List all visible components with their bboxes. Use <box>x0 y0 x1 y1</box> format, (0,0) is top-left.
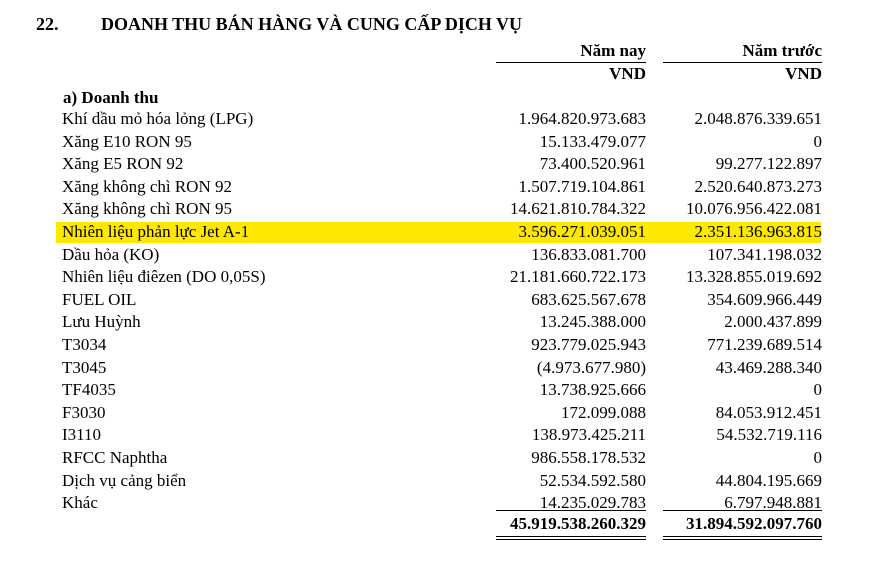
note-heading: 22. DOANH THU BÁN HÀNG VÀ CUNG CẤP DỊCH V… <box>36 14 522 35</box>
row-label: FUEL OIL <box>62 289 137 309</box>
row-label: Khác <box>62 493 98 513</box>
row-value-current-year: 923.779.025.943 <box>531 334 646 354</box>
total-double-rule-prior-2 <box>663 539 822 540</box>
row-label: Lưu Huỳnh <box>62 312 141 332</box>
row-value-current-year: 986.558.178.532 <box>531 447 646 467</box>
row-value-current-year: 13.245.388.000 <box>539 312 646 332</box>
row-value-current-year: 136.833.081.700 <box>531 244 646 264</box>
row-label: Khí dầu mỏ hóa lỏng (LPG) <box>62 109 254 128</box>
table-row: TF4035 13.738.925.666 0 <box>0 379 877 402</box>
total-double-rule-current-1 <box>496 536 646 537</box>
table-row: Xăng E5 RON 92 73.400.520.961 99.277.122.8… <box>0 153 877 176</box>
row-value-current-year: 13.738.925.666 <box>539 380 646 400</box>
table-row: FUEL OIL 683.625.567.678 354.609.966.449 <box>0 289 877 312</box>
total-double-rule-current-2 <box>496 539 646 540</box>
row-label: RFCC Naphtha <box>62 447 168 467</box>
row-value-current-year: 3.596.271.039.051 <box>518 221 647 241</box>
note-title: DOANH THU BÁN HÀNG VÀ CUNG CẤP DỊCH VỤ <box>101 14 523 34</box>
row-value-current-year: 683.625.567.678 <box>531 289 646 309</box>
row-label: Xăng không chì RON 92 <box>62 176 232 196</box>
total-prior-year: 31.894.592.097.760 <box>686 514 822 533</box>
row-value-prior-year: 13.328.855.019.692 <box>686 267 822 287</box>
table-row: Xăng không chì RON 92 1.507.719.104.861 2.… <box>0 176 877 199</box>
row-label: Dịch vụ cảng biển <box>62 470 187 490</box>
header-divider-current <box>496 62 646 63</box>
row-value-current-year: 14.621.810.784.322 <box>510 199 646 219</box>
row-value-prior-year: 84.053.912.451 <box>715 402 822 422</box>
row-value-prior-year: 2.000.437.899 <box>724 312 822 332</box>
row-value-current-year: 138.973.425.211 <box>531 425 646 445</box>
row-value-current-year: 14.235.029.783 <box>539 493 646 513</box>
row-label: Nhiên liệu phản lực Jet A-1 <box>62 221 250 241</box>
table-row: Khác 14.235.029.783 6.797.948.881 <box>0 492 877 515</box>
row-value-current-year: (4.973.677.980) <box>536 357 646 377</box>
row-value-prior-year: 771.239.689.514 <box>707 334 822 354</box>
table-row: Lưu Huỳnh 13.245.388.000 2.000.437.899 <box>0 311 877 334</box>
row-value-prior-year: 2.048.876.339.651 <box>694 109 823 128</box>
row-value-prior-year: 99.277.122.897 <box>715 154 822 174</box>
row-label: T3045 <box>62 357 107 377</box>
total-double-rule-prior-1 <box>663 536 822 537</box>
row-label: Xăng không chì RON 95 <box>62 199 232 219</box>
row-label: Xăng E5 RON 92 <box>62 154 184 174</box>
row-value-prior-year: 44.804.195.669 <box>715 470 822 490</box>
row-label: Nhiên liệu điêzen (DO 0,05S) <box>62 267 266 287</box>
row-value-prior-year: 107.341.198.032 <box>707 244 822 264</box>
row-label: T3034 <box>62 334 107 354</box>
row-label: I3110 <box>62 425 102 445</box>
unit-current-year: VND <box>609 64 646 83</box>
table-row: T3045 (4.973.677.980) 43.469.288.340 <box>0 357 877 380</box>
row-value-current-year: 172.099.088 <box>561 402 646 422</box>
table-row: Dịch vụ cảng biển 52.534.592.580 44.804.19… <box>0 470 877 493</box>
row-value-prior-year: 0 <box>813 380 823 400</box>
row-value-current-year: 1.964.820.973.683 <box>518 109 647 128</box>
unit-prior-year: VND <box>785 64 822 83</box>
row-value-prior-year: 6.797.948.881 <box>724 493 822 513</box>
row-value-prior-year: 43.469.288.340 <box>715 357 822 377</box>
row-value-prior-year: 54.532.719.116 <box>716 425 822 445</box>
row-highlight <box>56 221 821 243</box>
table-row: Nhiên liệu phản lực Jet A-1 3.596.271.039… <box>0 221 877 244</box>
row-label: TF4035 <box>62 380 116 400</box>
row-value-prior-year: 2.520.640.873.273 <box>694 176 823 196</box>
table-row: T3034 923.779.025.943 771.239.689.514 <box>0 334 877 357</box>
row-value-prior-year: 2.351.136.963.815 <box>694 221 823 241</box>
total-top-rule-current <box>496 510 646 511</box>
table-row: RFCC Naphtha 986.558.178.532 0 <box>0 447 877 470</box>
row-value-current-year: 1.507.719.104.861 <box>518 176 647 196</box>
row-value-current-year: 15.133.479.077 <box>539 131 646 151</box>
table-row: Xăng không chì RON 95 14.621.810.784.322 1… <box>0 198 877 221</box>
table-row: Xăng E10 RON 95 15.133.479.077 0 <box>0 131 877 154</box>
table-row: Nhiên liệu điêzen (DO 0,05S) 21.181.660.7… <box>0 266 877 289</box>
row-value-current-year: 73.400.520.961 <box>539 154 646 174</box>
header-divider-prior <box>663 62 822 63</box>
table-row: Khí dầu mỏ hóa lỏng (LPG) 1.964.820.973.6… <box>0 108 877 131</box>
row-value-current-year: 52.534.592.580 <box>539 470 646 490</box>
section-title: a) Doanh thu <box>63 88 159 107</box>
row-value-current-year: 21.181.660.722.173 <box>510 267 646 287</box>
row-value-prior-year: 10.076.956.422.081 <box>686 199 822 219</box>
total-top-rule-prior <box>663 510 822 511</box>
table-row: I3110 138.973.425.211 54.532.719.116 <box>0 424 877 447</box>
table-row: F3030 172.099.088 84.053.912.451 <box>0 402 877 425</box>
row-label: Dầu hỏa (KO) <box>62 244 160 264</box>
revenue-table: Khí dầu mỏ hóa lỏng (LPG) 1.964.820.973.6… <box>0 108 877 515</box>
row-value-prior-year: 0 <box>813 131 823 151</box>
total-current-year: 45.919.538.260.329 <box>510 514 646 533</box>
note-number: 22. <box>36 14 59 34</box>
row-label: Xăng E10 RON 95 <box>62 131 192 151</box>
column-header-current-year: Năm nay <box>580 41 646 60</box>
column-header-prior-year: Năm trước <box>742 41 822 60</box>
row-label: F3030 <box>62 402 106 422</box>
table-row: Dầu hỏa (KO) 136.833.081.700 107.341.198.0… <box>0 244 877 267</box>
row-value-prior-year: 354.609.966.449 <box>707 289 822 309</box>
row-value-prior-year: 0 <box>813 447 823 467</box>
